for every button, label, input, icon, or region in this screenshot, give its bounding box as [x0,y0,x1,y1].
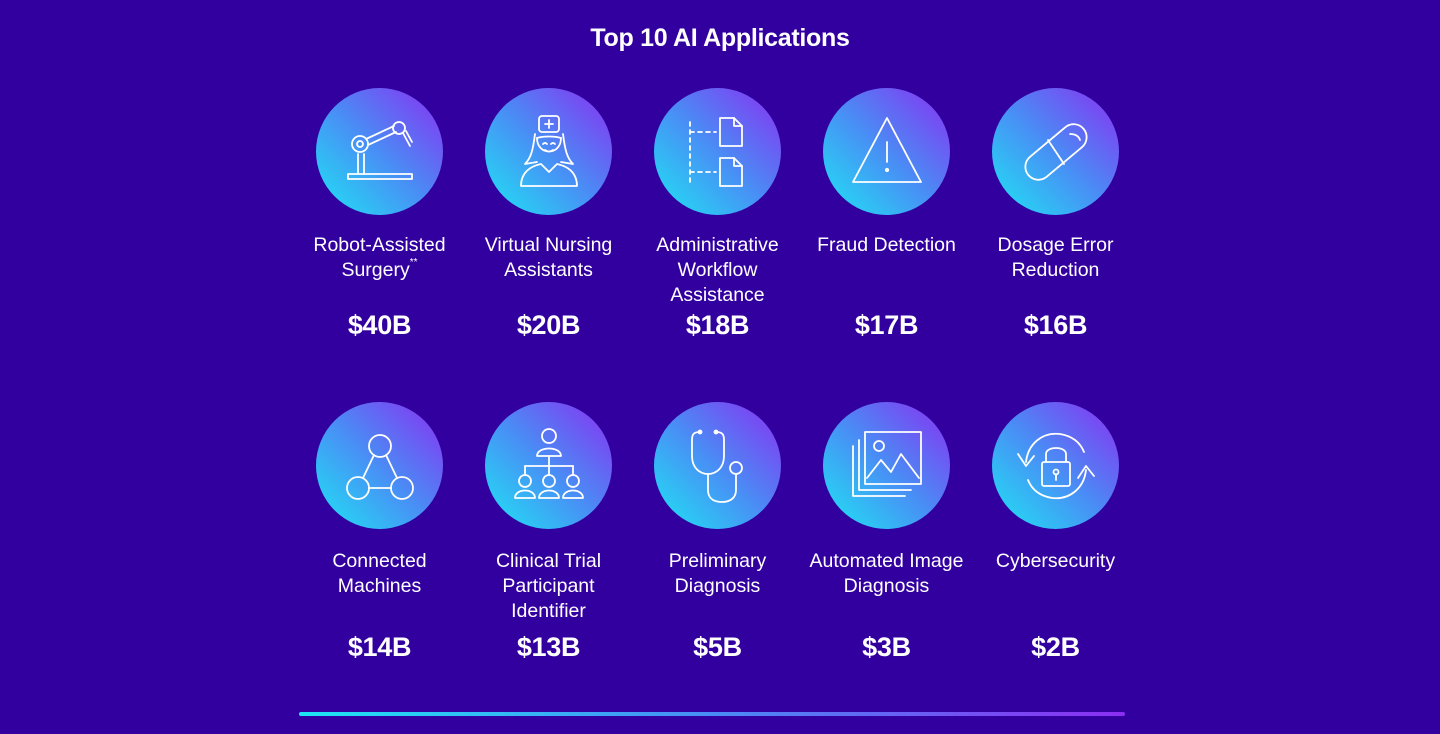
application-card-administrative-workflow: Administrative Workflow Assistance $18B [633,88,802,341]
icon-circle [316,402,443,529]
lock-refresh-icon [1016,432,1095,499]
connected-nodes-icon [345,433,414,500]
application-label: Robot-Assisted Surgery** [313,234,446,281]
application-value: $14B [347,632,412,662]
application-value: $40B [347,310,412,340]
application-card-connected-machines: Connected Machines $14B [295,402,464,663]
stethoscope-icon [690,429,743,503]
applications-row-1: Robot-Assisted Surgery** $40B Virtual Nu… [295,88,1140,341]
icon-circle [316,88,443,215]
people-hierarchy-icon [513,427,584,499]
application-card-robot-assisted-surgery: Robot-Assisted Surgery** $40B [295,88,464,341]
application-label: Administrative Workflow Assistance [656,234,779,306]
image-stack-icon [851,430,922,497]
icon-circle [992,88,1119,215]
application-value: $3B [862,632,911,662]
robotic-arm-icon [346,120,413,180]
application-value: $17B [854,310,919,340]
icon-circle [654,88,781,215]
footnote-marker: ** [409,257,418,268]
application-label: Preliminary Diagnosis [668,550,767,597]
icon-circle [654,402,781,529]
application-card-cybersecurity: Cybersecurity $2B [971,402,1140,663]
applications-row-2: Connected Machines $14B [295,402,1140,663]
application-card-automated-image-diagnosis: Automated Image Diagnosis $3B [802,402,971,663]
icon-circle [823,402,950,529]
application-card-dosage-error-reduction: Dosage Error Reduction $16B [971,88,1140,341]
application-card-preliminary-diagnosis: Preliminary Diagnosis $5B [633,402,802,663]
application-card-virtual-nursing-assistants: Virtual Nursing Assistants $20B [464,88,633,341]
application-card-clinical-trial: Clinical Trial Participant Identifier $1… [464,402,633,663]
application-value: $5B [693,632,742,662]
workflow-documents-icon [688,116,743,187]
application-label: Automated Image Diagnosis [809,550,964,597]
application-value: $20B [516,310,581,340]
pill-capsule-icon [1023,122,1088,181]
icon-circle [823,88,950,215]
application-label: Fraud Detection [817,234,956,256]
application-label: Connected Machines [332,550,427,597]
application-value: $18B [685,310,750,340]
nurse-icon [519,114,578,187]
icon-circle [485,88,612,215]
application-value: $2B [1031,632,1080,662]
icon-circle [992,402,1119,529]
application-value: $16B [1023,310,1088,340]
warning-triangle-icon [851,116,922,183]
application-card-fraud-detection: Fraud Detection $17B [802,88,971,341]
application-label: Dosage Error Reduction [997,234,1114,281]
bottom-gradient-bar [299,712,1125,716]
page-title: Top 10 AI Applications [590,24,850,52]
application-label: Cybersecurity [995,550,1116,572]
icon-circle [485,402,612,529]
application-value: $13B [516,632,581,662]
application-label: Virtual Nursing Assistants [484,234,613,281]
application-label: Clinical Trial Participant Identifier [495,550,602,622]
